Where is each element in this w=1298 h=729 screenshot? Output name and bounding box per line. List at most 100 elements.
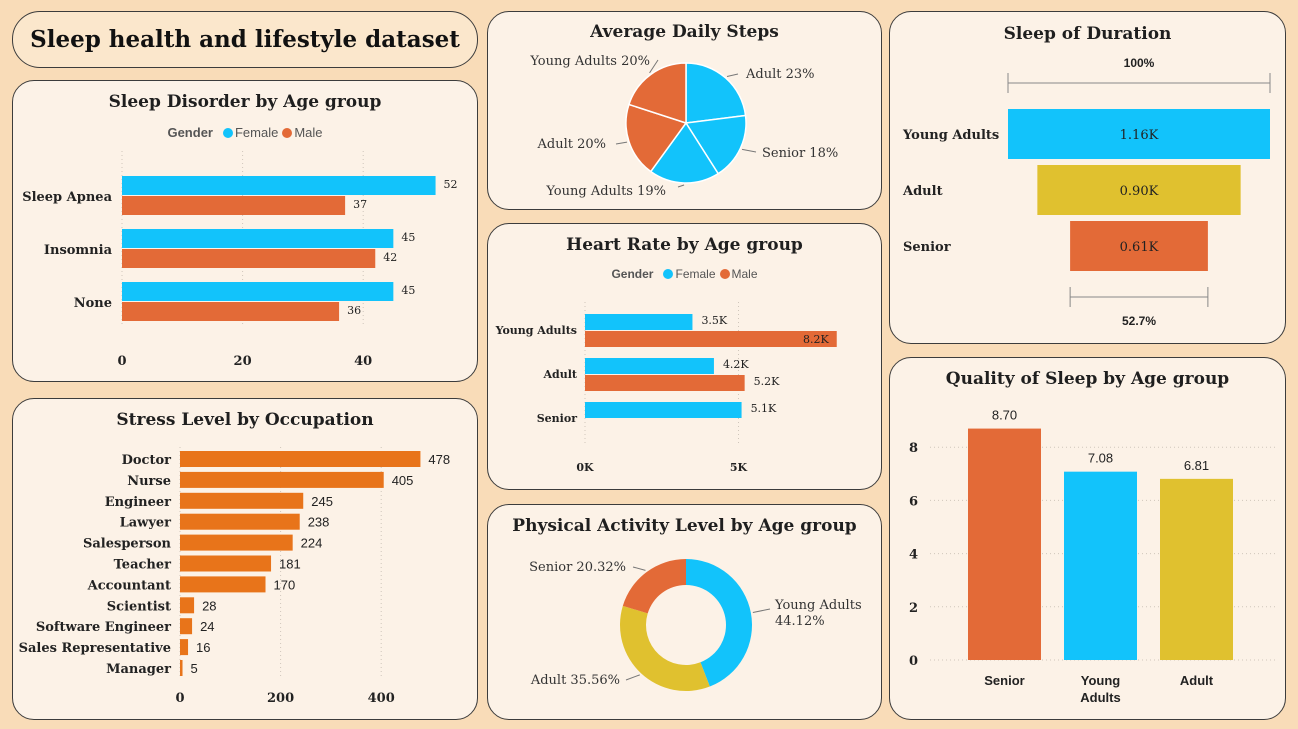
bar	[122, 282, 394, 301]
bar	[180, 492, 304, 509]
data-label: 238	[308, 515, 330, 530]
sleep-disorder-title: Sleep Disorder by Age group	[108, 92, 382, 112]
female-dot	[222, 128, 233, 138]
sleep-disorder-chart: 0 20 40 Sleep Apnea 52 37 Insomnia 45 42 None 45 36	[22, 151, 458, 369]
leader-line	[649, 59, 659, 74]
legend-male: Male	[294, 125, 323, 140]
donut-slice	[622, 559, 686, 614]
bar	[180, 534, 293, 551]
slice-label: Senior 18%	[762, 146, 838, 161]
leader-line	[677, 184, 685, 188]
leader-line	[752, 608, 771, 613]
duration-card: Sleep of Duration 100% 1.16K Young Adults 0…	[889, 11, 1286, 344]
activity-card: Physical Activity Level by Age group You…	[487, 504, 882, 720]
data-label: 42	[383, 251, 397, 264]
x-tick-label: 0	[175, 691, 184, 706]
data-label: 6.81	[1184, 458, 1209, 473]
heart-legend: Gender Female Male	[488, 267, 881, 281]
pie-slice	[649, 121, 720, 184]
funnel-category-label: Senior	[903, 240, 951, 255]
activity-title: Physical Activity Level by Age group	[512, 516, 857, 536]
y-tick-label: 8	[909, 441, 918, 456]
bar	[122, 249, 376, 268]
female-dot	[663, 269, 674, 279]
pie-slice	[684, 114, 747, 175]
heart-card: Heart Rate by Age group Gender Female Male…	[487, 223, 882, 490]
data-label: 36	[347, 304, 361, 317]
donut-slice	[686, 559, 753, 687]
bar	[180, 513, 300, 530]
pie-slice	[627, 62, 687, 125]
x-tick-label: 200	[267, 691, 294, 706]
stress-title: Stress Level by Occupation	[116, 410, 374, 430]
duration-title: Sleep of Duration	[1003, 24, 1172, 44]
bar	[585, 402, 742, 418]
x-tick-label: 5K	[730, 461, 748, 474]
y-category-label: Doctor	[122, 453, 172, 468]
data-label: 5.2K	[754, 375, 780, 388]
bar	[585, 331, 837, 347]
y-category-label: Insomnia	[44, 243, 113, 258]
bar	[122, 229, 394, 248]
male-dot	[282, 128, 293, 138]
male-dot	[719, 269, 730, 279]
funnel-top-label: 100%	[1124, 56, 1155, 70]
leader-line	[726, 73, 739, 77]
duration-chart: 100% 1.16K Young Adults 0.90K Adult 0.61K Seni…	[902, 56, 1271, 328]
x-tick-label: 40	[354, 354, 372, 369]
y-category-label: Software Engineer	[36, 620, 171, 635]
funnel-value-label: 0.61K	[1120, 240, 1159, 255]
data-label: 8.2K	[803, 333, 829, 346]
y-category-label: Senior	[537, 412, 577, 425]
y-category-label: Scientist	[107, 599, 171, 614]
funnel-category-label: Adult	[902, 184, 943, 199]
bar	[180, 555, 272, 572]
y-tick-label: 4	[909, 548, 918, 563]
y-category-label: Salesperson	[83, 537, 172, 552]
funnel-bar	[1037, 165, 1241, 215]
x-category-label: Senior	[984, 673, 1024, 688]
data-label: 478	[428, 452, 450, 467]
pie-slice	[685, 62, 747, 124]
legend-male: Male	[731, 267, 758, 281]
dashboard-title: Sleep health and lifestyle dataset	[30, 26, 460, 53]
data-label: 5.1K	[751, 402, 777, 415]
x-category-label: Adults	[1080, 690, 1120, 705]
y-category-label: Adult	[543, 368, 578, 381]
legend-female: Female	[234, 125, 279, 140]
data-label: 52	[444, 178, 458, 191]
leader-line	[632, 566, 646, 571]
y-tick-label: 0	[909, 654, 918, 669]
funnel-value-label: 1.16K	[1120, 128, 1159, 143]
y-category-label: Young Adults	[495, 324, 577, 337]
heart-chart: 0K 5K Young Adults 3.5K 8.2K Adult 4.2K 5.2K Sen…	[495, 302, 837, 474]
leader-line	[742, 148, 757, 153]
header-card: Sleep health and lifestyle dataset	[12, 11, 478, 68]
slice-label: Senior 20.32%	[529, 560, 626, 575]
y-category-label: None	[74, 296, 112, 311]
y-category-label: Manager	[106, 662, 171, 677]
x-category-label: Adult	[1180, 673, 1214, 688]
leader-line	[625, 674, 640, 681]
slice-label: Young Adults 20%	[529, 54, 650, 69]
bar	[180, 618, 193, 635]
slice-label: 44.12%	[775, 614, 825, 629]
bar	[180, 576, 266, 593]
quality-card: Quality of Sleep by Age group 0 2 4 6 8 8.70 S…	[889, 357, 1286, 720]
bar	[180, 597, 195, 614]
data-label: 8.70	[992, 408, 1017, 423]
steps-card: Average Daily Steps Adult 23% Senior 18% Y…	[487, 11, 882, 210]
funnel-bottom-label: 52.7%	[1122, 314, 1156, 328]
x-tick-label: 20	[234, 354, 252, 369]
data-label: 45	[401, 231, 415, 244]
data-label: 405	[392, 473, 414, 488]
heart-title: Heart Rate by Age group	[566, 235, 803, 255]
legend-title: Gender	[611, 267, 654, 281]
x-category-label: Young	[1081, 673, 1121, 688]
funnel-category-label: Young Adults	[902, 128, 999, 143]
bar	[180, 451, 421, 467]
quality-title: Quality of Sleep by Age group	[945, 369, 1230, 389]
legend-title: Gender	[167, 125, 213, 140]
sleep-disorder-legend: Gender Female Male	[13, 125, 477, 140]
data-label: 224	[301, 536, 323, 551]
